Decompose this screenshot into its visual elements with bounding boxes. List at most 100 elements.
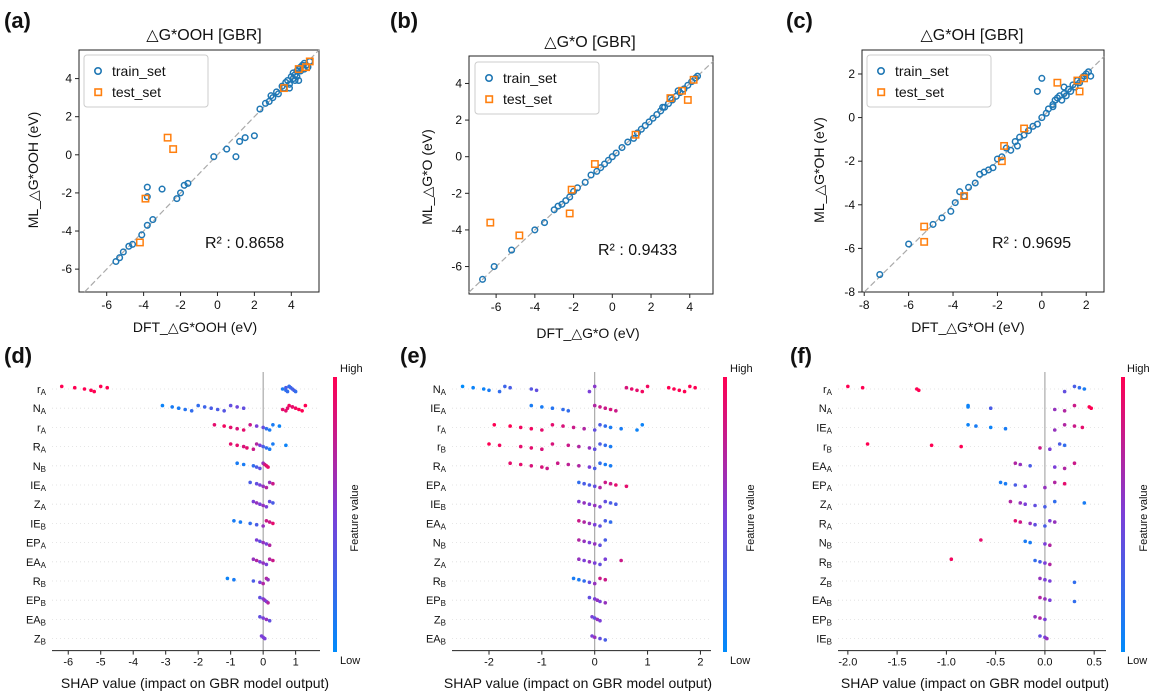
legend-a: train_set test_set bbox=[83, 54, 209, 108]
shap-dot bbox=[1080, 425, 1085, 430]
train-point bbox=[295, 76, 303, 85]
shap-dot bbox=[238, 520, 243, 524]
shap-dot bbox=[677, 388, 682, 393]
shap-dot bbox=[1062, 481, 1067, 486]
y-tick-label: -4 bbox=[61, 224, 72, 238]
shap-dot bbox=[619, 558, 623, 563]
shap-plot-f: -2.0 -1.5 -1.0 -0.5 0.0 0.5 rA NA IEA rB EAA EPA ZA R… bbox=[812, 372, 1106, 669]
shap-dot bbox=[176, 406, 181, 411]
shap-plot-e: -2 -1 0 1 2 NA IEA rA rB RA EPA IEB EAA NB ZA RB EPB ZB EA… bbox=[426, 372, 711, 669]
shap-dot bbox=[503, 384, 507, 389]
shap-dot bbox=[577, 538, 581, 542]
shap-dot bbox=[614, 502, 618, 507]
shap-dot bbox=[587, 483, 592, 487]
shap-dot bbox=[582, 558, 586, 563]
panel-label-e: (e) bbox=[400, 343, 427, 368]
feature-label: ZB bbox=[434, 614, 446, 627]
shap-dot bbox=[189, 409, 194, 413]
shap-dot bbox=[682, 389, 687, 394]
x-tick-label: -2 bbox=[568, 300, 579, 314]
r2-b: R² : 0.9433 bbox=[598, 242, 677, 259]
xlabel-a: DFT_△G*OOH (eV) bbox=[133, 319, 257, 335]
shap-dot bbox=[280, 407, 285, 412]
shap-dot bbox=[582, 520, 586, 524]
shap-dot bbox=[608, 425, 613, 430]
shap-dot bbox=[1023, 484, 1028, 489]
y-tick-label: 2 bbox=[65, 110, 72, 124]
train-point bbox=[1067, 87, 1075, 95]
legend-test-label: test_set bbox=[895, 84, 944, 100]
shap-dot bbox=[258, 466, 262, 471]
x-tick-label: -2 bbox=[484, 657, 494, 669]
shap-dot bbox=[1072, 403, 1077, 408]
title-c: △G*OH [GBR] bbox=[921, 27, 1024, 44]
shap-dot bbox=[592, 484, 597, 489]
train-point bbox=[965, 183, 973, 191]
shap-dot bbox=[592, 581, 597, 586]
train-point bbox=[232, 153, 240, 161]
shap-dot bbox=[297, 407, 301, 412]
test-point bbox=[1053, 78, 1062, 87]
test-point bbox=[960, 192, 969, 201]
shap-dot bbox=[202, 405, 207, 409]
title-a: △G*OOH [GBR] bbox=[146, 27, 261, 44]
legend-b: train_set test_set bbox=[474, 61, 600, 115]
shap-dot bbox=[598, 562, 602, 567]
xlabel-d: SHAP value (impact on GBR model output) bbox=[61, 675, 329, 691]
shap-dot bbox=[261, 484, 265, 489]
feature-label: ZA bbox=[434, 557, 447, 570]
test-point bbox=[486, 218, 495, 227]
shap-dot bbox=[264, 617, 269, 622]
feature-label: EPB bbox=[812, 614, 832, 627]
shap-dot bbox=[264, 542, 269, 546]
shap-dot bbox=[592, 635, 597, 640]
shap-dot bbox=[232, 519, 236, 523]
x-tick-label: -0.5 bbox=[986, 657, 1005, 669]
shap-dot bbox=[577, 480, 581, 485]
y-tick-label: 0 bbox=[848, 111, 855, 125]
shap-dot bbox=[266, 465, 270, 469]
train-point bbox=[241, 134, 249, 142]
xlabel-b: DFT_△G*O (eV) bbox=[536, 325, 639, 341]
feature-label: EAA bbox=[426, 518, 447, 531]
shap-dot bbox=[258, 539, 262, 544]
train-point bbox=[998, 153, 1006, 161]
shap-dot bbox=[998, 480, 1003, 485]
train-point bbox=[1058, 96, 1066, 104]
x-tick-label: 0 bbox=[214, 298, 221, 312]
x-tick-label: 2 bbox=[1083, 298, 1090, 312]
shap-dot bbox=[232, 577, 236, 582]
shap-dot bbox=[592, 428, 597, 432]
shap-dot bbox=[693, 385, 697, 390]
shap-dot bbox=[251, 499, 256, 504]
shap-dot bbox=[264, 426, 269, 431]
feature-label: ZB bbox=[820, 576, 832, 589]
shap-dot bbox=[598, 423, 602, 427]
feature-label: NA bbox=[433, 384, 447, 397]
train-point bbox=[938, 214, 946, 222]
shap-dot bbox=[1038, 560, 1042, 564]
legend-train-label: train_set bbox=[112, 63, 166, 79]
shap-dot bbox=[266, 601, 270, 605]
train-point bbox=[633, 129, 642, 137]
train-point bbox=[1013, 142, 1021, 150]
train-point bbox=[143, 221, 151, 229]
feature-label: IEB bbox=[816, 634, 832, 647]
shap-dot bbox=[1038, 634, 1042, 638]
shap-dot bbox=[1033, 522, 1037, 527]
shap-dot bbox=[267, 447, 272, 452]
train-point bbox=[951, 199, 959, 207]
train-point bbox=[1038, 114, 1046, 122]
test-point bbox=[135, 238, 144, 247]
shap-dot bbox=[603, 638, 608, 642]
train-point bbox=[223, 145, 231, 153]
train-point bbox=[1049, 103, 1057, 111]
legend-test-marker bbox=[877, 88, 886, 97]
shap-dot bbox=[285, 406, 290, 411]
train-point bbox=[158, 185, 166, 193]
x-tick-label: -2 bbox=[193, 657, 203, 669]
shap-dot bbox=[592, 403, 597, 408]
test-point bbox=[678, 86, 686, 95]
shap-dot bbox=[592, 447, 597, 452]
train-point bbox=[876, 271, 884, 279]
